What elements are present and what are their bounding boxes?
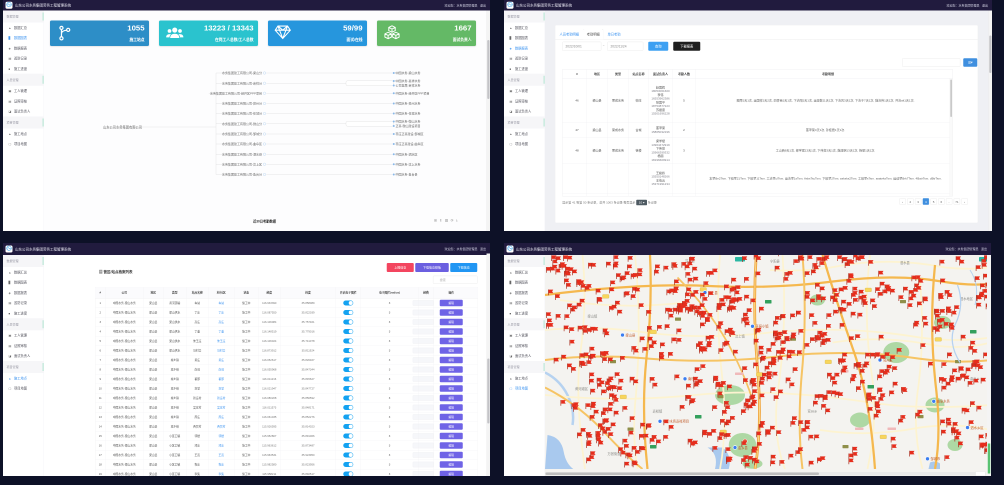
svg-text:金乡县: 金乡县 bbox=[738, 445, 748, 450]
svg-text:中国水务-经开区PPP项目: 中国水务-经开区PPP项目 bbox=[396, 90, 430, 95]
svg-text:中国水务-任城水务: 中国水务-任城水务 bbox=[396, 111, 421, 116]
svg-text:水务集团建工有限公司-曲阜区: 水务集团建工有限公司-曲阜区 bbox=[222, 141, 262, 146]
svg-text:公司直属-嘉祥水务: 公司直属-嘉祥水务 bbox=[396, 83, 421, 88]
svg-text:水务集团建工有限公司-微山分: 水务集团建工有限公司-微山分 bbox=[222, 121, 262, 126]
svg-text:汶上县: 汶上县 bbox=[708, 290, 718, 295]
svg-text:水务集团建工有限公司-嘉祥分: 水务集团建工有限公司-嘉祥分 bbox=[222, 80, 262, 85]
svg-text:中国水务-微山水务: 中国水务-微山水务 bbox=[396, 119, 421, 124]
svg-text:泗水县: 泗水县 bbox=[900, 260, 910, 265]
svg-text:水务集团建工有限公司-鱼台分: 水务集团建工有限公司-鱼台分 bbox=[222, 172, 262, 177]
svg-text:邹城市: 邹城市 bbox=[931, 456, 941, 461]
svg-text:水务集团建工有限公司-邹城分: 水务集团建工有限公司-邹城分 bbox=[222, 131, 262, 136]
svg-text:水务集团建工有限公司-梁山分: 水务集团建工有限公司-梁山分 bbox=[222, 70, 262, 75]
svg-text:中国水务-鱼台县: 中国水务-鱼台县 bbox=[396, 172, 418, 177]
svg-text:水务集团建工有限公司-泗水县: 水务集团建工有限公司-泗水县 bbox=[222, 151, 262, 156]
svg-text:曲阜乡: 曲阜乡 bbox=[970, 376, 980, 381]
svg-text:泗水乡区: 泗水乡区 bbox=[971, 425, 985, 430]
svg-text:平原小镇: 平原小镇 bbox=[756, 324, 770, 329]
svg-text:正基-微山建设项目: 正基-微山建设项目 bbox=[396, 123, 421, 128]
svg-text:中国水务-泗水区: 中国水务-泗水区 bbox=[396, 151, 418, 156]
svg-text:水务集团建工有限公司-汶上区: 水务集团建工有限公司-汶上区 bbox=[222, 161, 262, 166]
svg-text:兖州区: 兖州区 bbox=[883, 357, 893, 362]
svg-text:枣庄正基建设-邹城区: 枣庄正基建设-邹城区 bbox=[396, 131, 424, 136]
svg-text:宁阳县: 宁阳县 bbox=[770, 259, 780, 264]
svg-text:黄河滩区: 黄河滩区 bbox=[575, 386, 589, 391]
svg-text:曲阜水务: 曲阜水务 bbox=[937, 399, 951, 404]
svg-text:中国水务-梁山水务: 中国水务-梁山水务 bbox=[396, 70, 421, 75]
svg-text:枣庄正基建设-曲阜区: 枣庄正基建设-曲阜区 bbox=[396, 141, 424, 146]
svg-text:中国水务-兖州水务: 中国水务-兖州水务 bbox=[396, 101, 421, 106]
svg-text:山东公司水务集团有限公司: 山东公司水务集团有限公司 bbox=[103, 124, 142, 129]
svg-text:水务集团建工有限公司-任城分: 水务集团建工有限公司-任城分 bbox=[222, 111, 262, 116]
svg-text:水务集团建工有限公司-经开区PPP项目: 水务集团建工有限公司-经开区PPP项目 bbox=[210, 90, 262, 95]
svg-text:梁山县: 梁山县 bbox=[626, 332, 636, 337]
svg-text:泗水地区: 泗水地区 bbox=[960, 296, 974, 301]
svg-text:中国水务-嘉祥水务: 中国水务-嘉祥水务 bbox=[396, 78, 421, 83]
svg-text:嘉祥镇: 嘉祥镇 bbox=[653, 409, 663, 414]
svg-text:汶上镇: 汶上镇 bbox=[735, 334, 745, 339]
svg-text:兖州乡: 兖州乡 bbox=[808, 409, 818, 414]
svg-text:中中水务嘉祥项目: 中中水务嘉祥项目 bbox=[663, 419, 689, 424]
svg-text:梁山镇: 梁山镇 bbox=[588, 314, 598, 319]
svg-text:中国水务-汶上水务: 中国水务-汶上水务 bbox=[396, 161, 421, 166]
svg-text:水务集团建工有限公司-兖州分: 水务集团建工有限公司-兖州分 bbox=[222, 101, 262, 106]
svg-text:万张街道: 万张街道 bbox=[608, 451, 622, 456]
